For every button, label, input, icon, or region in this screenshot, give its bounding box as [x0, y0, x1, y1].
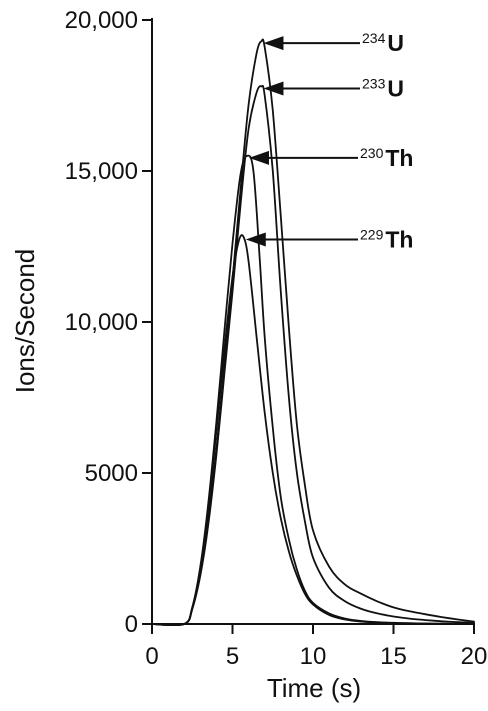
annotation-mass-number: 230 — [360, 145, 384, 161]
annotation-label: 230Th — [360, 145, 413, 171]
y-axis-ticks: 0 5000 10,000 15,000 20,000 — [65, 7, 152, 638]
x-tick-label: 5 — [226, 643, 239, 670]
series-lines — [151, 38, 475, 627]
y-tick-label: 15,000 — [65, 158, 138, 185]
annotation-element-symbol: Th — [385, 145, 413, 171]
annotation-mass-number: 229 — [360, 226, 384, 242]
series-line-234U — [151, 38, 475, 626]
annotation-label: 233U — [362, 75, 404, 101]
annotation-arrow-head — [263, 81, 284, 96]
x-axis-ticks: 0 5 10 15 20 — [145, 624, 487, 670]
series-line-233U — [151, 84, 475, 626]
x-tick-label: 20 — [461, 643, 488, 670]
y-tick-label: 0 — [125, 611, 138, 638]
x-axis-title: Time (s) — [267, 673, 361, 703]
annotation-element-symbol: U — [387, 75, 404, 101]
x-tick-label: 15 — [380, 643, 407, 670]
annotation-element-symbol: U — [387, 30, 404, 56]
annotation-arrow-head — [248, 150, 269, 165]
annotation-label: 234U — [362, 30, 404, 56]
y-tick-label: 20,000 — [65, 7, 138, 34]
annotation-arrow-head — [263, 36, 284, 51]
y-tick-label: 10,000 — [65, 309, 138, 336]
x-tick-label: 0 — [145, 643, 158, 670]
annotation-element-symbol: Th — [385, 226, 413, 252]
annotation-label: 229Th — [360, 226, 413, 252]
annotation-arrow-head — [245, 232, 266, 247]
y-axis-title: Ions/Second — [10, 249, 40, 394]
annotation-mass-number: 233 — [362, 75, 386, 91]
series-line-229Th — [151, 234, 475, 627]
x-tick-label: 10 — [300, 643, 327, 670]
annotation-mass-number: 234 — [362, 30, 386, 46]
y-tick-label: 5000 — [85, 460, 138, 487]
